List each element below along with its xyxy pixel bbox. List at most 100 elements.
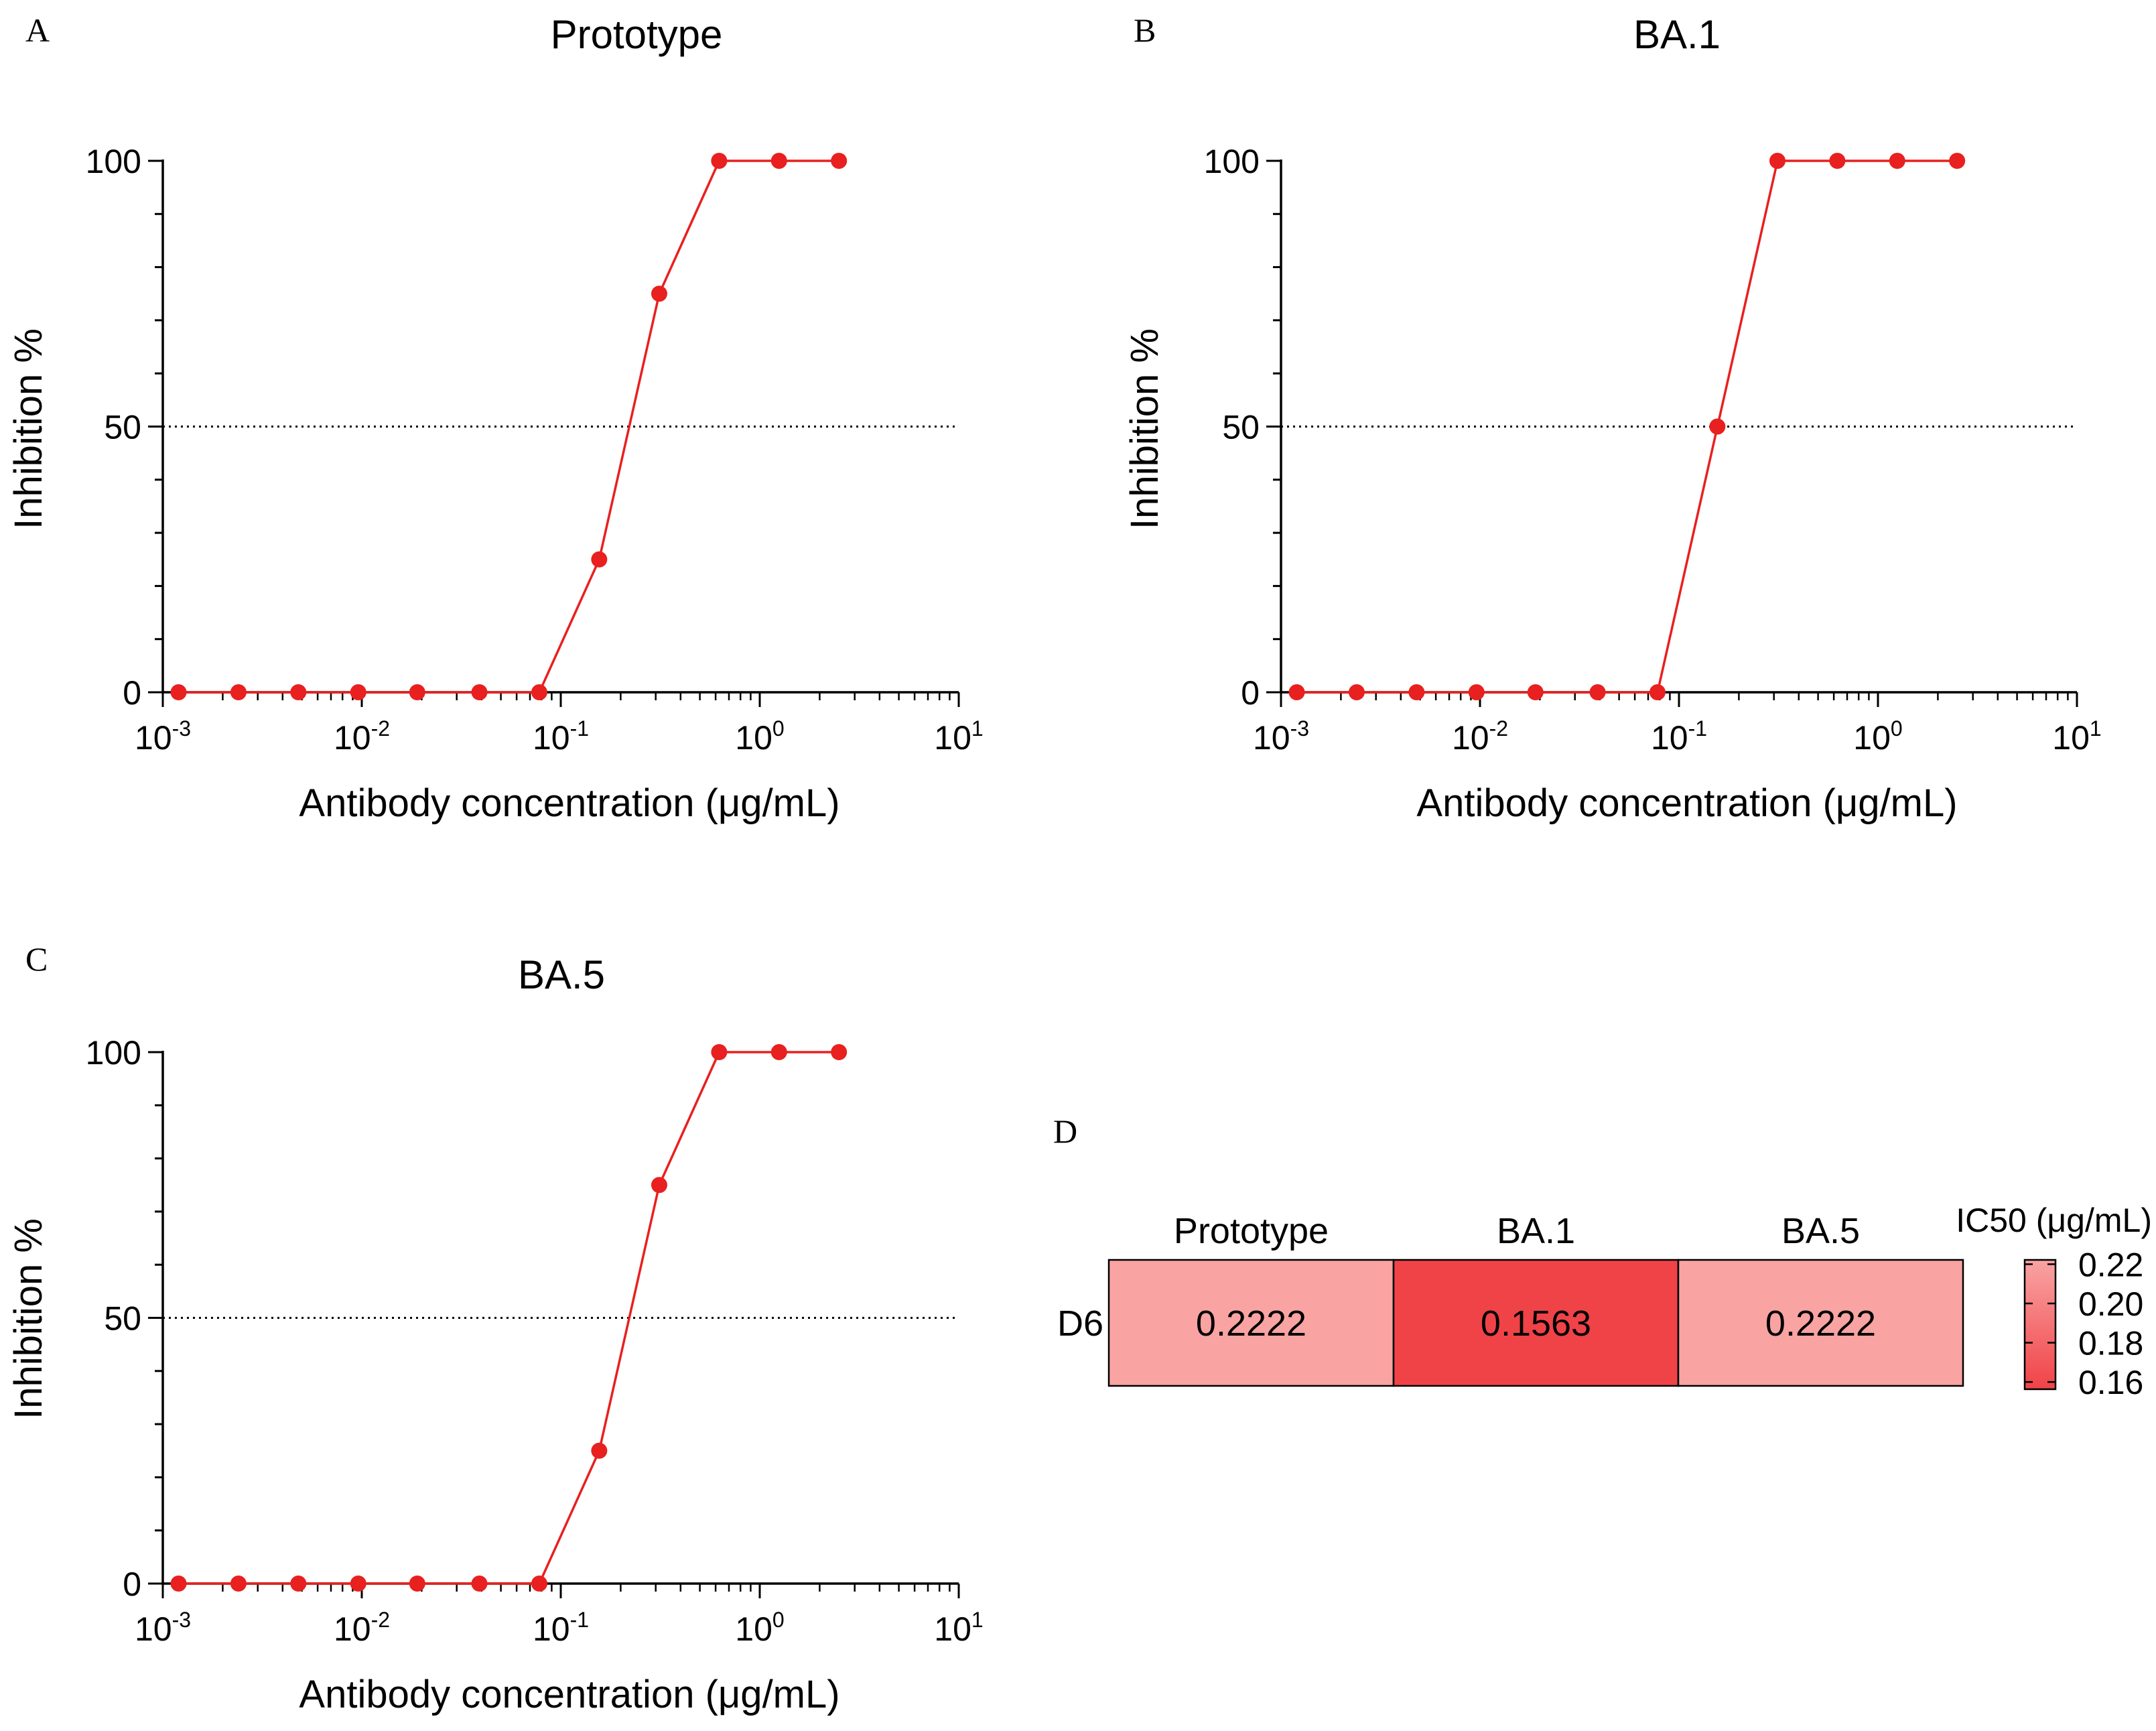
y-tick-label: 0 (1241, 674, 1260, 712)
x-tick-label: 100 (1853, 716, 1902, 757)
y-tick-label: 50 (104, 409, 141, 446)
data-point (290, 684, 307, 700)
colorbar-tick-label: 0.16 (2078, 1364, 2143, 1401)
data-point (770, 153, 787, 169)
x-tick-label: 10-2 (1452, 716, 1508, 757)
y-tick-label: 100 (86, 143, 141, 180)
x-tick-exponent: -1 (570, 1608, 589, 1632)
data-point (1288, 684, 1305, 700)
x-tick-base: 10 (334, 1610, 371, 1648)
series-line (178, 159, 839, 694)
y-axis-label: Inhibition % (1123, 328, 1166, 529)
colorbar-tick-label: 0.22 (2078, 1246, 2143, 1283)
x-tick-exponent: -1 (570, 716, 589, 741)
data-point (350, 684, 366, 700)
x-tick-exponent: -2 (1489, 716, 1508, 741)
data-point (230, 684, 247, 700)
heatmap-cell (1107, 1259, 1395, 1387)
panel-letter: D (1053, 1112, 1077, 1150)
data-point (1589, 684, 1606, 700)
x-tick-label: 100 (735, 1608, 784, 1648)
data-point (531, 684, 547, 700)
colorbar (2023, 1259, 2057, 1391)
panel-letter: A (25, 11, 50, 49)
x-tick-base: 10 (1253, 719, 1290, 757)
data-point (170, 1576, 187, 1592)
x-tick-label: 10-2 (334, 716, 390, 757)
cell-value: 0.2222 (1765, 1303, 1876, 1344)
data-point (1949, 153, 1966, 169)
x-tick-base: 10 (2052, 719, 2090, 757)
heatmap-cell (1392, 1259, 1680, 1387)
x-tick-exponent: 1 (2090, 716, 2102, 741)
panel-letter: B (1134, 11, 1156, 49)
colorbar-tick-label: 0.20 (2078, 1285, 2143, 1323)
y-tick-label: 0 (123, 1565, 141, 1603)
chart-title: BA.5 (518, 952, 605, 997)
data-point (409, 684, 425, 700)
x-tick-label: 10-1 (1651, 716, 1707, 757)
data-point (471, 1576, 488, 1592)
x-tick-label: 10-3 (135, 716, 191, 757)
colorbar-tick-label: 0.18 (2078, 1325, 2143, 1362)
x-tick-base: 10 (934, 719, 971, 757)
x-tick-base: 10 (135, 1610, 172, 1648)
column-label: BA.1 (1497, 1211, 1575, 1251)
x-tick-exponent: 0 (772, 716, 785, 741)
series-line (1296, 159, 1958, 694)
x-tick-label: 10-2 (334, 1608, 390, 1648)
y-tick-label: 50 (104, 1300, 141, 1338)
x-tick-label: 10-3 (1253, 716, 1309, 757)
y-tick-label: 100 (86, 1034, 141, 1072)
x-tick-base: 10 (934, 1610, 971, 1648)
x-tick-label: 101 (2052, 716, 2101, 757)
y-tick-label: 50 (1222, 409, 1260, 446)
heatmap-cell (1677, 1259, 1964, 1387)
data-point (651, 1177, 667, 1194)
x-tick-base: 10 (1452, 719, 1489, 757)
chart-title: Prototype (551, 12, 723, 57)
data-point (1769, 153, 1786, 169)
data-point (1829, 153, 1846, 169)
data-point (770, 1044, 787, 1060)
data-point (591, 1442, 608, 1459)
data-point (471, 684, 488, 700)
x-tick-label: 101 (934, 1608, 983, 1648)
x-tick-exponent: 0 (772, 1608, 785, 1632)
data-point (1649, 684, 1666, 700)
chart-title: BA.1 (1633, 12, 1721, 57)
x-tick-base: 10 (1651, 719, 1688, 757)
x-tick-exponent: 0 (1891, 716, 1903, 741)
x-tick-label: 101 (934, 716, 983, 757)
data-point (1889, 153, 1905, 169)
column-label: BA.5 (1781, 1211, 1860, 1251)
x-tick-exponent: -3 (172, 716, 191, 741)
x-tick-base: 10 (533, 1610, 570, 1648)
y-axis-label: Inhibition % (7, 1218, 50, 1419)
data-point (591, 551, 608, 568)
data-point (230, 1576, 247, 1592)
series-line (178, 1051, 839, 1585)
x-tick-exponent: -3 (1290, 716, 1309, 741)
cell-value: 0.1563 (1481, 1303, 1591, 1344)
data-point (1527, 684, 1544, 700)
x-tick-exponent: -3 (172, 1608, 191, 1632)
data-point (1468, 684, 1485, 700)
x-axis-label: Antibody concentration (μg/mL) (1416, 781, 1957, 825)
data-point (711, 1044, 728, 1060)
data-point (290, 1576, 307, 1592)
x-tick-label: 100 (735, 716, 784, 757)
chart-panel-D: D Prototype BA.1 BA.5 D6 0.2222 0.1563 0.2222 IC… (1053, 1112, 2152, 1401)
data-point (170, 684, 187, 700)
x-axis-label: Antibody concentration (μg/mL) (299, 781, 839, 825)
data-point (1408, 684, 1425, 700)
x-tick-label: 10-1 (533, 716, 589, 757)
colorbar-title: IC50 (μg/mL) (1956, 1202, 2152, 1239)
data-point (711, 153, 728, 169)
data-point (1348, 684, 1365, 700)
column-label: Prototype (1174, 1211, 1329, 1251)
